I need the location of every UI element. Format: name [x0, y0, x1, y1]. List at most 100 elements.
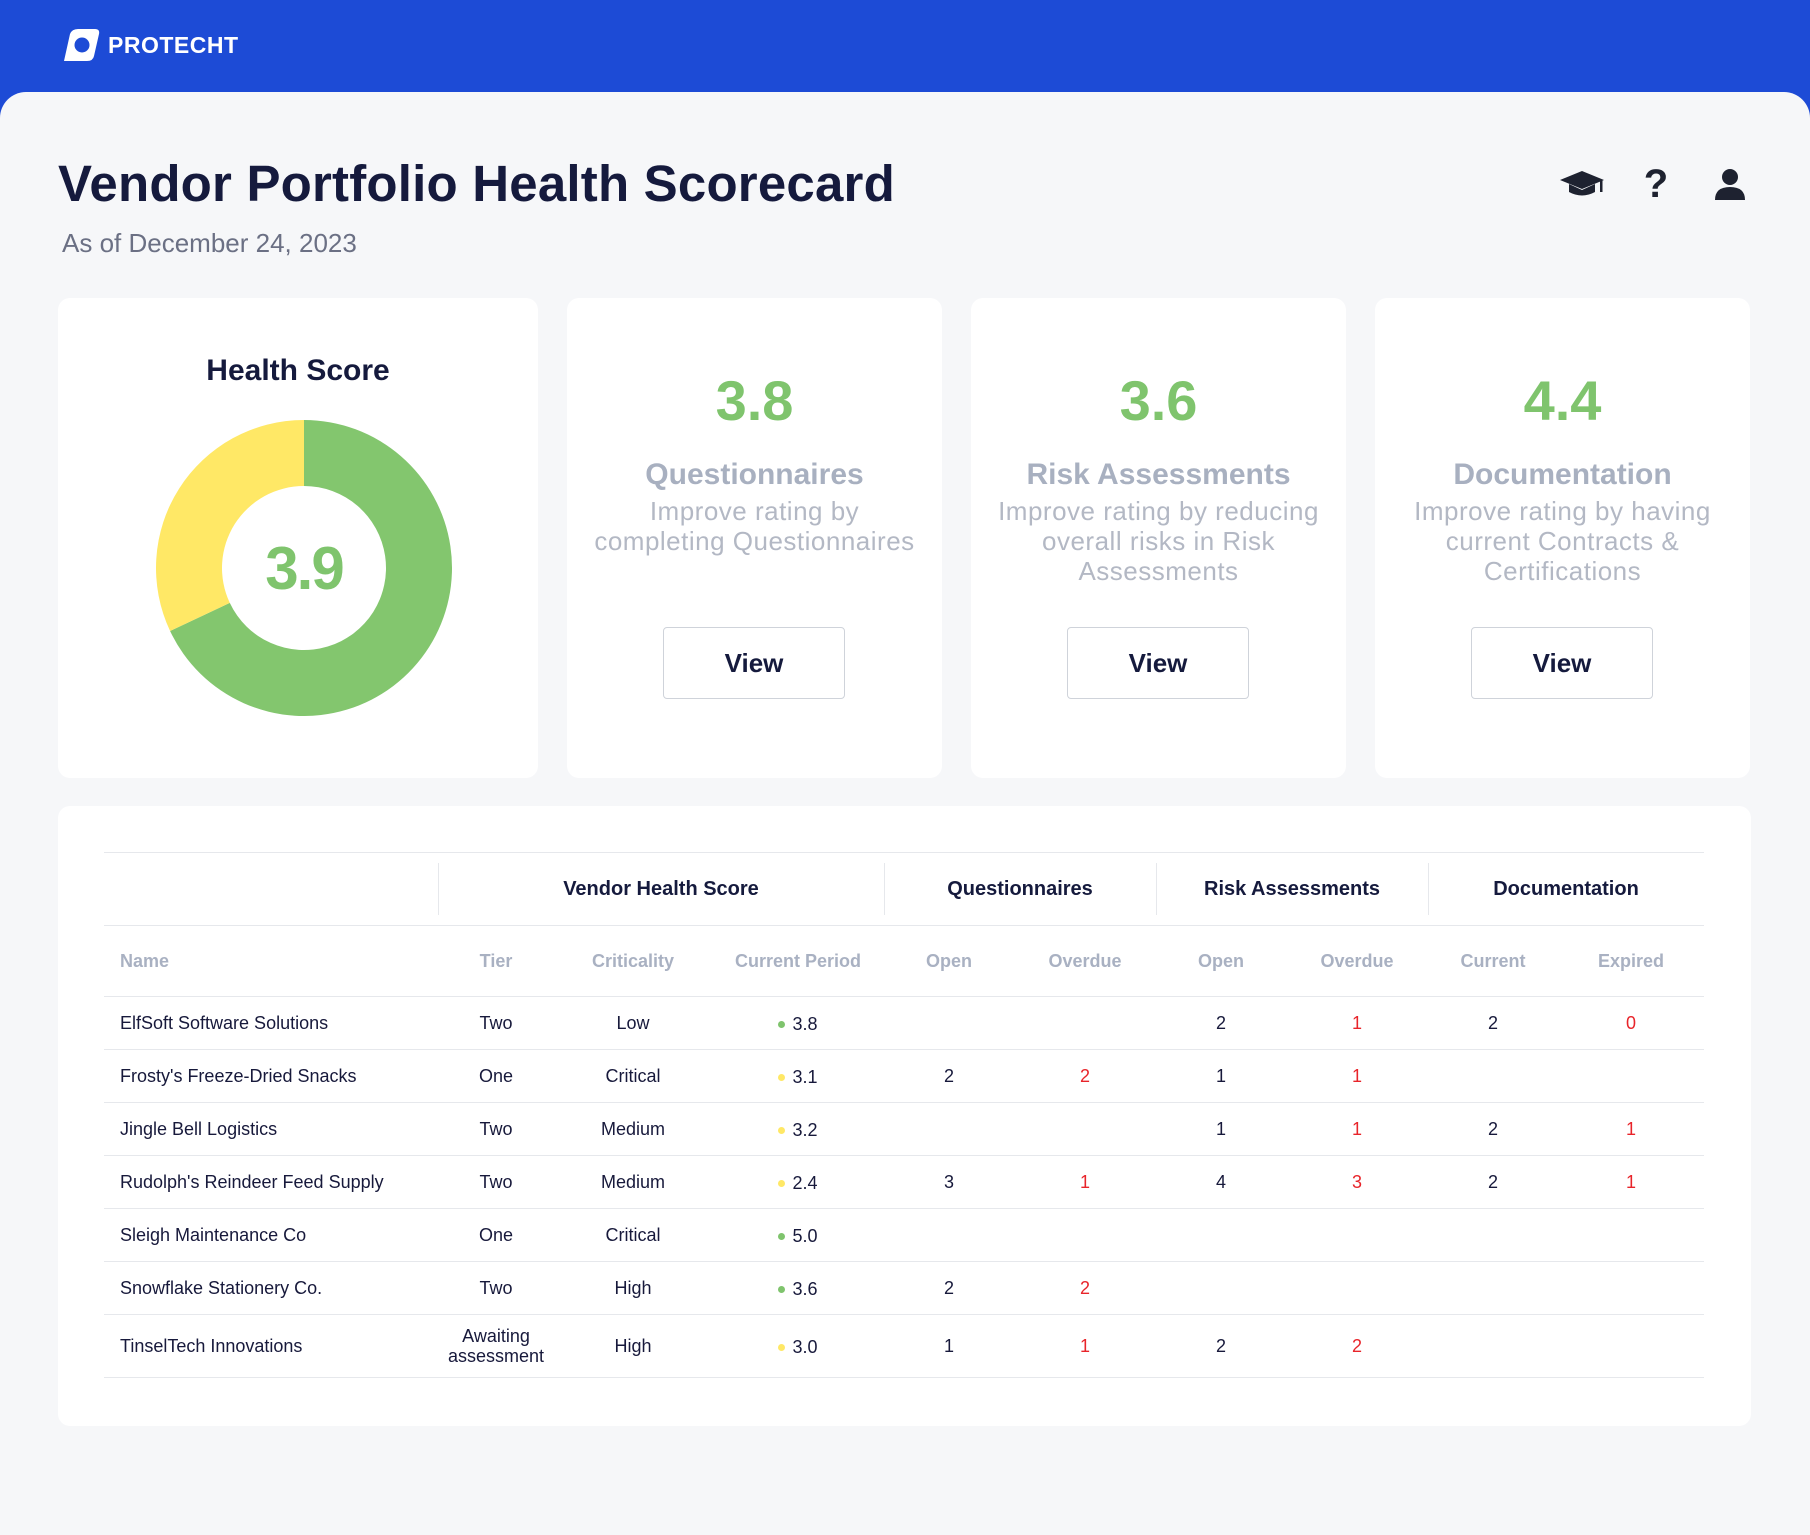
questionnaires-open-count: 2 [884, 1261, 1014, 1315]
vendor-name[interactable]: Jingle Bell Logistics [104, 1102, 438, 1156]
column-header-risk-open[interactable]: Open [1156, 925, 1287, 997]
questionnaires-open-count [884, 1102, 1014, 1156]
status-dot-icon [778, 1285, 786, 1293]
vendor-tier: Awaiting assessment [438, 1314, 554, 1378]
table-group-header-row: Vendor Health Score Questionnaires Risk … [104, 852, 1705, 926]
risk-assessments-card: 3.6 Risk Assessments Improve rating by r… [971, 298, 1346, 778]
vendor-tier: One [438, 1049, 554, 1103]
table-row[interactable]: Jingle Bell Logistics Two Medium 3.2 1 1… [104, 1102, 1705, 1156]
table-row[interactable]: Rudolph's Reindeer Feed Supply Two Mediu… [104, 1155, 1705, 1209]
column-header-documentation-current[interactable]: Current [1428, 925, 1559, 997]
status-dot-icon [778, 1179, 786, 1187]
risk-open-count: 1 [1156, 1049, 1287, 1103]
vendor-current-score-value: 3.1 [792, 1066, 818, 1087]
documentation-current-count [1428, 1261, 1559, 1315]
status-dot-icon [778, 1232, 786, 1240]
vendor-current-score: 3.1 [712, 1049, 884, 1103]
page-subtitle: As of December 24, 2023 [62, 228, 357, 258]
column-header-current-period[interactable]: Current Period [712, 925, 884, 997]
group-header-documentation: Documentation [1428, 852, 1705, 926]
questionnaires-description: Improve rating by completing Questionnai… [594, 496, 915, 556]
documentation-view-button[interactable]: View [1471, 627, 1653, 699]
vendor-tier: Two [438, 1261, 554, 1315]
graduation-cap-icon[interactable] [1560, 162, 1604, 206]
questionnaires-open-count: 2 [884, 1049, 1014, 1103]
vendor-tier: Two [438, 996, 554, 1050]
risk-overdue-count: 3 [1286, 1155, 1429, 1209]
brand-logo[interactable]: PROTECHT [58, 28, 239, 62]
column-header-tier[interactable]: Tier [438, 925, 554, 997]
risk-assessments-description: Improve rating by reducing overall risks… [998, 496, 1319, 586]
column-header-criticality[interactable]: Criticality [554, 925, 712, 997]
questionnaires-open-count: 1 [884, 1314, 1014, 1378]
table-row[interactable]: Frosty's Freeze-Dried Snacks One Critica… [104, 1049, 1705, 1103]
documentation-expired-count: 1 [1558, 1155, 1705, 1209]
risk-overdue-count: 1 [1286, 1049, 1429, 1103]
vendor-current-score-value: 3.8 [792, 1013, 818, 1034]
documentation-expired-count: 0 [1558, 996, 1705, 1050]
risk-overdue-count: 2 [1286, 1314, 1429, 1378]
vendor-name[interactable]: Frosty's Freeze-Dried Snacks [104, 1049, 438, 1103]
table-row[interactable]: ElfSoft Software Solutions Two Low 3.8 2… [104, 996, 1705, 1050]
user-icon[interactable] [1708, 162, 1752, 206]
risk-open-count: 1 [1156, 1102, 1287, 1156]
vendor-criticality: Low [554, 996, 712, 1050]
risk-overdue-count: 1 [1286, 996, 1429, 1050]
documentation-card: 4.4 Documentation Improve rating by havi… [1375, 298, 1750, 778]
vendor-current-score: 5.0 [712, 1208, 884, 1262]
donut-slice-0 [170, 420, 452, 716]
header-actions: ? [1560, 162, 1752, 206]
documentation-current-count: 2 [1428, 996, 1559, 1050]
documentation-current-count [1428, 1314, 1559, 1378]
vendor-criticality: Critical [554, 1049, 712, 1103]
questionnaires-open-count: 3 [884, 1155, 1014, 1209]
vendor-current-score: 3.8 [712, 996, 884, 1050]
table-row[interactable]: TinselTech Innovations Awaiting assessme… [104, 1314, 1705, 1378]
vendor-criticality: Critical [554, 1208, 712, 1262]
vendor-current-score-value: 3.0 [792, 1336, 818, 1357]
column-header-risk-overdue[interactable]: Overdue [1286, 925, 1429, 997]
health-score-donut-chart [156, 420, 452, 716]
risk-assessments-view-button[interactable]: View [1067, 627, 1249, 699]
top-bar: PROTECHT [0, 0, 1810, 100]
vendor-criticality: Medium [554, 1102, 712, 1156]
documentation-expired-count [1558, 1261, 1705, 1315]
questionnaires-label: Questionnaires [645, 458, 864, 491]
page-content: Vendor Portfolio Health Scorecard As of … [0, 92, 1810, 1535]
vendor-name[interactable]: Sleigh Maintenance Co [104, 1208, 438, 1262]
status-dot-icon [778, 1126, 786, 1134]
column-header-name[interactable]: Name [104, 925, 438, 997]
status-dot-icon [778, 1073, 786, 1081]
questionnaires-overdue-count [1014, 1208, 1157, 1262]
questionnaires-overdue-count: 1 [1014, 1155, 1157, 1209]
vendor-current-score: 3.6 [712, 1261, 884, 1315]
protecht-logo-icon [64, 29, 100, 61]
questionnaires-overdue-count: 1 [1014, 1314, 1157, 1378]
risk-open-count: 2 [1156, 1314, 1287, 1378]
risk-open-count [1156, 1261, 1287, 1315]
documentation-description: Improve rating by having current Contrac… [1414, 496, 1711, 586]
page-title: Vendor Portfolio Health Scorecard [58, 155, 895, 212]
help-icon[interactable]: ? [1643, 162, 1669, 206]
table-row[interactable]: Sleigh Maintenance Co One Critical 5.0 [104, 1208, 1705, 1262]
vendor-current-score: 3.0 [712, 1314, 884, 1378]
questionnaires-open-count [884, 1208, 1014, 1262]
table-row[interactable]: Snowflake Stationery Co. Two High 3.6 2 … [104, 1261, 1705, 1315]
status-dot-icon [778, 1343, 786, 1351]
vendor-name[interactable]: TinselTech Innovations [104, 1314, 438, 1378]
documentation-expired-count [1558, 1314, 1705, 1378]
vendor-tier: One [438, 1208, 554, 1262]
column-header-documentation-expired[interactable]: Expired [1558, 925, 1705, 997]
vendor-name[interactable]: ElfSoft Software Solutions [104, 996, 438, 1050]
questionnaires-overdue-count: 2 [1014, 1049, 1157, 1103]
vendor-name[interactable]: Rudolph's Reindeer Feed Supply [104, 1155, 438, 1209]
documentation-label: Documentation [1453, 458, 1672, 491]
risk-open-count: 2 [1156, 996, 1287, 1050]
column-header-questionnaires-open[interactable]: Open [884, 925, 1014, 997]
group-header-vendor-health: Vendor Health Score [438, 852, 884, 926]
risk-open-count [1156, 1208, 1287, 1262]
column-header-questionnaires-overdue[interactable]: Overdue [1014, 925, 1157, 997]
questionnaires-view-button[interactable]: View [663, 627, 845, 699]
vendor-name[interactable]: Snowflake Stationery Co. [104, 1261, 438, 1315]
questionnaires-overdue-count [1014, 1102, 1157, 1156]
